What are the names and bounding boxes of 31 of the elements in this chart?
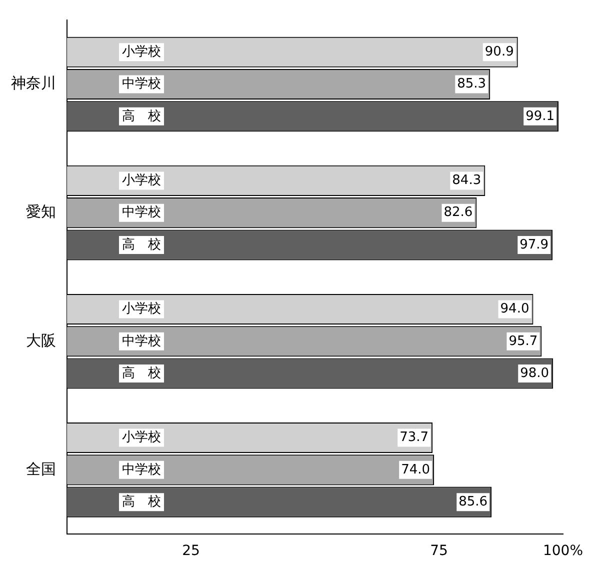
data-label: 98.0: [520, 366, 550, 381]
y-tick-label: 大阪: [26, 331, 56, 350]
data-label: 94.0: [500, 302, 530, 317]
data-label: 90.9: [484, 44, 514, 60]
series-label: 中学校: [122, 205, 161, 220]
text: 小学校: [122, 430, 161, 446]
text: 小学校: [122, 44, 161, 60]
text: 中学校: [122, 462, 161, 478]
text: 高 校: [122, 366, 161, 381]
text: 小学校: [122, 173, 161, 188]
data-label: 84.3: [452, 173, 482, 188]
y-tick-label: 愛知: [26, 202, 56, 221]
y-tick-label: 神奈川: [11, 74, 56, 92]
data-label: 82.6: [444, 205, 473, 220]
data-label: 85.3: [457, 76, 486, 92]
series-label: 小学校: [122, 302, 161, 317]
x-tick-label: 25: [182, 543, 200, 560]
data-label: 85.6: [458, 494, 488, 510]
y-tick-label: 全国: [26, 460, 56, 478]
data-label: 99.1: [526, 108, 555, 124]
data-label: 97.9: [520, 237, 549, 252]
text: 高 校: [122, 237, 161, 252]
data-label: 95.7: [508, 334, 538, 349]
x-tick-label: 100%: [542, 543, 584, 560]
data-label: 74.0: [401, 462, 430, 478]
x-tick-label: 75: [430, 543, 448, 560]
series-label: 高 校: [122, 108, 161, 124]
text: 中学校: [122, 76, 161, 92]
text: 高 校: [122, 494, 161, 510]
data-label: 73.7: [400, 430, 429, 446]
text: 中学校: [122, 334, 161, 349]
